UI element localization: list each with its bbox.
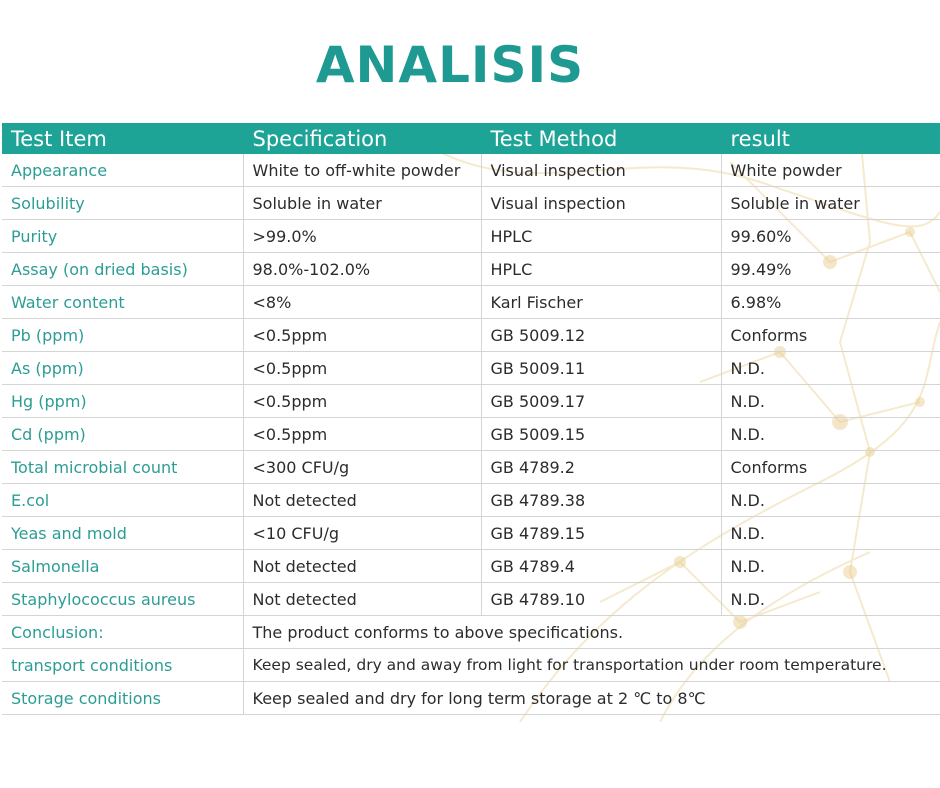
result: 6.98% xyxy=(721,285,940,319)
table-header-row: Test Item Specification Test Method resu… xyxy=(2,123,940,154)
specification: 98.0%-102.0% xyxy=(243,252,482,286)
specification: <0.5ppm xyxy=(243,384,482,418)
test-method: GB 5009.12 xyxy=(481,318,722,352)
conclusion-label: Conclusion: xyxy=(2,615,244,649)
analysis-table: Test Item Specification Test Method resu… xyxy=(2,123,940,715)
conclusion-text: The product conforms to above specificat… xyxy=(243,615,940,649)
test-method: GB 4789.15 xyxy=(481,516,722,550)
test-method: GB 5009.17 xyxy=(481,384,722,418)
table-row: Salmonella Not detected GB 4789.4 N.D. xyxy=(2,549,940,583)
transport-conditions-text: Keep sealed, dry and away from light for… xyxy=(243,648,940,682)
result: N.D. xyxy=(721,516,940,550)
result: N.D. xyxy=(721,351,940,385)
specification: <8% xyxy=(243,285,482,319)
test-method: HPLC xyxy=(481,252,722,286)
specification: Not detected xyxy=(243,483,482,517)
result: 99.60% xyxy=(721,219,940,253)
test-item: As (ppm) xyxy=(2,351,244,385)
test-method: GB 5009.15 xyxy=(481,417,722,451)
table-row: Solubility Soluble in water Visual inspe… xyxy=(2,186,940,220)
test-item: Water content xyxy=(2,285,244,319)
specification: <0.5ppm xyxy=(243,417,482,451)
specification: Not detected xyxy=(243,582,482,616)
header-specification: Specification xyxy=(243,123,482,154)
specification: >99.0% xyxy=(243,219,482,253)
specification: <300 CFU/g xyxy=(243,450,482,484)
table-row: Hg (ppm) <0.5ppm GB 5009.17 N.D. xyxy=(2,384,940,418)
page-title: ANALISIS xyxy=(315,36,585,94)
result: N.D. xyxy=(721,384,940,418)
specification: <10 CFU/g xyxy=(243,516,482,550)
test-item: Yeas and mold xyxy=(2,516,244,550)
test-item: Solubility xyxy=(2,186,244,220)
header-test-item: Test Item xyxy=(2,123,244,154)
header-result: result xyxy=(721,123,940,154)
specification: Not detected xyxy=(243,549,482,583)
test-method: GB 4789.2 xyxy=(481,450,722,484)
result: N.D. xyxy=(721,582,940,616)
table-row: As (ppm) <0.5ppm GB 5009.11 N.D. xyxy=(2,351,940,385)
test-item: Staphylococcus aureus xyxy=(2,582,244,616)
table-row: Staphylococcus aureus Not detected GB 47… xyxy=(2,582,940,616)
table-row: Cd (ppm) <0.5ppm GB 5009.15 N.D. xyxy=(2,417,940,451)
test-item: Appearance xyxy=(2,154,244,187)
result: Conforms xyxy=(721,450,940,484)
table-row: Purity >99.0% HPLC 99.60% xyxy=(2,219,940,253)
transport-conditions-label: transport conditions xyxy=(2,648,244,682)
storage-conditions-text: Keep sealed and dry for long term storag… xyxy=(243,681,940,715)
specification: <0.5ppm xyxy=(243,351,482,385)
test-item: Pb (ppm) xyxy=(2,318,244,352)
header-test-method: Test Method xyxy=(481,123,722,154)
specification: White to off-white powder xyxy=(243,154,482,187)
conclusion-row: Conclusion: The product conforms to abov… xyxy=(2,615,940,649)
test-method: Karl Fischer xyxy=(481,285,722,319)
specification: <0.5ppm xyxy=(243,318,482,352)
test-item: Cd (ppm) xyxy=(2,417,244,451)
table-row: Total microbial count <300 CFU/g GB 4789… xyxy=(2,450,940,484)
test-method: Visual inspection xyxy=(481,186,722,220)
transport-conditions-row: transport conditions Keep sealed, dry an… xyxy=(2,648,940,682)
table-row: E.col Not detected GB 4789.38 N.D. xyxy=(2,483,940,517)
table-row: Water content <8% Karl Fischer 6.98% xyxy=(2,285,940,319)
test-item: Total microbial count xyxy=(2,450,244,484)
test-item: E.col xyxy=(2,483,244,517)
result: N.D. xyxy=(721,483,940,517)
test-item: Salmonella xyxy=(2,549,244,583)
result: Conforms xyxy=(721,318,940,352)
table-row: Yeas and mold <10 CFU/g GB 4789.15 N.D. xyxy=(2,516,940,550)
storage-conditions-label: Storage conditions xyxy=(2,681,244,715)
result: 99.49% xyxy=(721,252,940,286)
test-method: Visual inspection xyxy=(481,154,722,187)
test-method: GB 4789.10 xyxy=(481,582,722,616)
table-row: Appearance White to off-white powder Vis… xyxy=(2,154,940,187)
test-method: HPLC xyxy=(481,219,722,253)
table-row: Pb (ppm) <0.5ppm GB 5009.12 Conforms xyxy=(2,318,940,352)
result: N.D. xyxy=(721,549,940,583)
test-method: GB 4789.38 xyxy=(481,483,722,517)
test-method: GB 5009.11 xyxy=(481,351,722,385)
result: White powder xyxy=(721,154,940,187)
specification: Soluble in water xyxy=(243,186,482,220)
result: N.D. xyxy=(721,417,940,451)
test-item: Hg (ppm) xyxy=(2,384,244,418)
storage-conditions-row: Storage conditions Keep sealed and dry f… xyxy=(2,681,940,715)
test-item: Assay (on dried basis) xyxy=(2,252,244,286)
result: Soluble in water xyxy=(721,186,940,220)
test-item: Purity xyxy=(2,219,244,253)
table-row: Assay (on dried basis) 98.0%-102.0% HPLC… xyxy=(2,252,940,286)
test-method: GB 4789.4 xyxy=(481,549,722,583)
